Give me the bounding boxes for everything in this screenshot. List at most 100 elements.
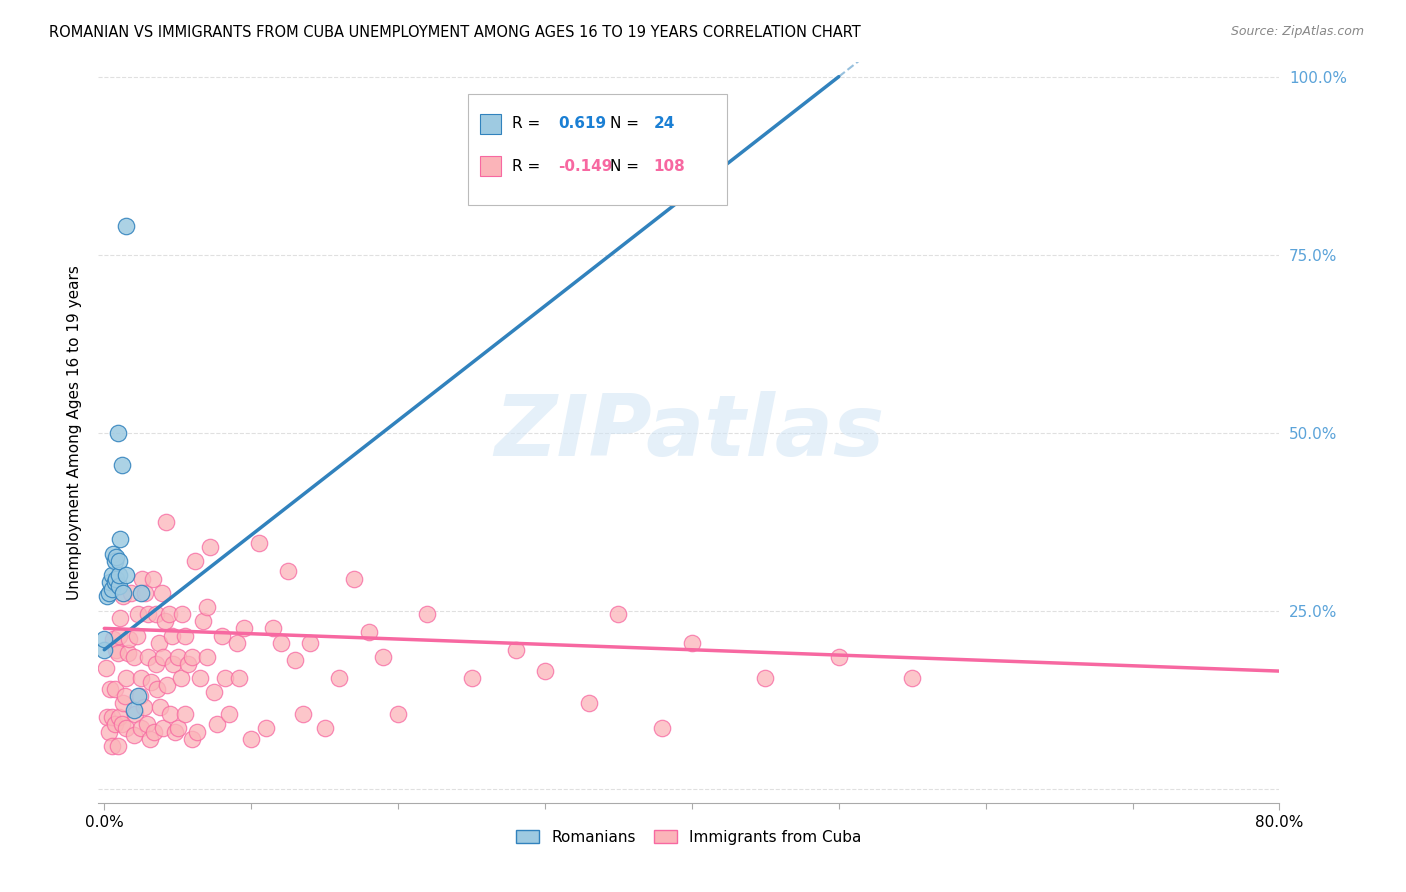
Point: [150, 586, 173, 600]
Point: [129, 671, 152, 685]
Point: [214, 671, 236, 685]
Legend: Romanians, Immigrants from Cuba: Romanians, Immigrants from Cuba: [510, 823, 868, 851]
Point: [100, 739, 122, 753]
Point: [174, 706, 197, 721]
Point: [181, 649, 204, 664]
Point: [298, 635, 321, 649]
Text: N =: N =: [610, 159, 644, 174]
Point: [120, 586, 142, 600]
Point: [107, 739, 129, 753]
Point: [103, 575, 125, 590]
Point: [129, 721, 152, 735]
Point: [262, 621, 284, 635]
Point: [135, 717, 157, 731]
Point: [105, 550, 128, 565]
FancyBboxPatch shape: [468, 95, 727, 204]
Bar: [479, 156, 501, 177]
Point: [314, 721, 336, 735]
Point: [122, 703, 145, 717]
Point: [98, 681, 121, 696]
Point: [901, 671, 924, 685]
Point: [107, 425, 129, 440]
Point: [651, 721, 673, 735]
Point: [125, 628, 148, 642]
Text: 0.619: 0.619: [558, 116, 606, 131]
Point: [184, 554, 207, 568]
Point: [254, 721, 277, 735]
Text: 24: 24: [654, 116, 675, 131]
Point: [114, 689, 136, 703]
Point: [152, 721, 174, 735]
Point: [131, 572, 153, 586]
Point: [181, 731, 204, 746]
Point: [284, 653, 307, 667]
Point: [211, 628, 233, 642]
Point: [357, 624, 380, 639]
Point: [387, 706, 409, 721]
Point: [155, 515, 177, 529]
Point: [138, 649, 160, 664]
Point: [103, 717, 125, 731]
Point: [198, 540, 221, 554]
Text: ZIPatlas: ZIPatlas: [494, 391, 884, 475]
Point: [103, 681, 125, 696]
Point: [166, 649, 188, 664]
Point: [159, 706, 181, 721]
Point: [142, 572, 165, 586]
Point: [416, 607, 439, 622]
Point: [101, 547, 124, 561]
Point: [112, 590, 135, 604]
Point: [103, 554, 125, 568]
Point: [207, 717, 229, 731]
Point: [97, 724, 120, 739]
Point: [460, 671, 482, 685]
Point: [110, 533, 132, 547]
Point: [186, 724, 208, 739]
Point: [124, 706, 146, 721]
Point: [132, 699, 155, 714]
Point: [129, 586, 152, 600]
Point: [98, 575, 121, 590]
Point: [157, 607, 180, 622]
Point: [96, 590, 118, 604]
Point: [111, 717, 134, 731]
Point: [534, 664, 557, 678]
Point: [134, 586, 156, 600]
Point: [101, 632, 124, 646]
Point: [117, 646, 139, 660]
Point: [93, 632, 115, 646]
Point: [270, 635, 292, 649]
Text: R =: R =: [512, 159, 546, 174]
Point: [228, 671, 250, 685]
Point: [240, 731, 263, 746]
Point: [681, 635, 703, 649]
Point: [188, 671, 211, 685]
Point: [108, 554, 131, 568]
Point: [115, 721, 138, 735]
Point: [145, 657, 167, 671]
Point: [578, 696, 600, 710]
Point: [100, 710, 122, 724]
Point: [115, 671, 138, 685]
Point: [247, 536, 270, 550]
Point: [141, 674, 163, 689]
Point: [145, 607, 167, 622]
Point: [152, 649, 174, 664]
Point: [112, 696, 135, 710]
Point: [122, 728, 145, 742]
Point: [156, 678, 179, 692]
Point: [505, 642, 527, 657]
Point: [115, 568, 138, 582]
Point: [328, 671, 350, 685]
Point: [607, 607, 630, 622]
Point: [172, 607, 194, 622]
Point: [127, 689, 149, 703]
Point: [94, 660, 117, 674]
Point: [107, 646, 129, 660]
Point: [139, 731, 162, 746]
Point: [111, 458, 134, 472]
Point: [118, 632, 141, 646]
Text: -0.149: -0.149: [558, 159, 612, 174]
Point: [96, 710, 118, 724]
Point: [174, 628, 197, 642]
